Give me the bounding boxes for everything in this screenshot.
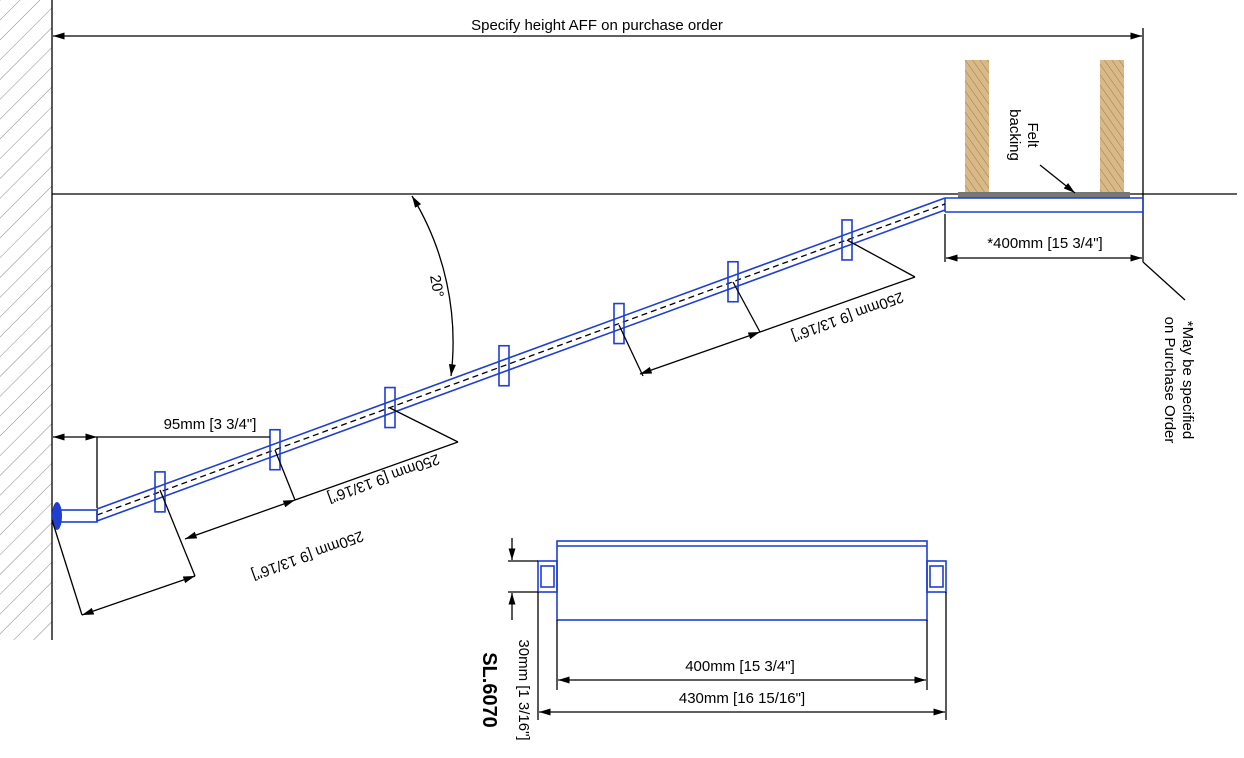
extension-line — [159, 489, 196, 577]
note-line: *May be specified — [1179, 321, 1196, 439]
end-cap-inner — [929, 565, 944, 588]
end-cap — [926, 560, 947, 593]
angle-label: 20° — [426, 274, 447, 299]
leader — [1039, 164, 1076, 194]
platform-length: *400mm [15 3/4"] — [987, 235, 1102, 252]
angle-arc — [411, 195, 456, 377]
block — [154, 471, 166, 513]
title: Specify height AFF on purchase order — [471, 17, 723, 34]
wall-offset: 95mm [3 3/4"] — [164, 416, 257, 433]
dimension-line — [81, 575, 196, 616]
spacing-label: 250mm [9 13/16"] — [325, 450, 442, 506]
dimension-line — [184, 499, 296, 540]
extension-line — [759, 276, 916, 333]
block — [841, 219, 853, 261]
end-cap — [537, 560, 558, 593]
note-line: on Purchase Order — [1161, 317, 1178, 444]
spacing-label: 250mm [9 13/16"] — [789, 288, 906, 344]
outer-width: 430mm [16 15/16"] — [679, 690, 805, 707]
block — [384, 386, 396, 429]
rail-bottom — [96, 209, 946, 522]
wood-grain — [965, 60, 989, 193]
wood-grain — [1100, 60, 1124, 193]
bracket — [59, 509, 98, 523]
shapes — [0, 0, 1237, 720]
note: *May be specifiedon Purchase Order — [1161, 317, 1196, 444]
extension-line — [846, 239, 916, 278]
extension-line — [274, 449, 296, 501]
extension-line — [618, 324, 644, 377]
leader — [1142, 261, 1186, 301]
end-cap-inner — [540, 565, 555, 588]
extension-line — [389, 407, 459, 443]
felt-line: Felt — [1024, 122, 1041, 148]
wall-hatch — [0, 0, 52, 640]
dimension-line — [639, 331, 761, 375]
felt-label: Feltbacking — [1006, 109, 1041, 161]
extension-line — [294, 441, 459, 501]
extension-line — [732, 281, 761, 333]
depth: 30mm [1 3/16"] — [515, 639, 532, 740]
tread — [556, 540, 928, 621]
felt-line: backing — [1006, 109, 1023, 161]
block — [613, 302, 625, 345]
extension-line — [51, 519, 83, 616]
felt — [958, 192, 1130, 198]
block — [727, 260, 739, 303]
block — [498, 344, 510, 387]
model: SL.6070 — [478, 652, 500, 728]
block — [269, 428, 281, 471]
rail-top — [96, 197, 946, 510]
wall-mount — [52, 502, 62, 530]
centre-line — [96, 203, 946, 516]
spacing-label: 250mm [9 13/16"] — [249, 527, 366, 583]
inner-width: 400mm [15 3/4"] — [685, 658, 795, 675]
